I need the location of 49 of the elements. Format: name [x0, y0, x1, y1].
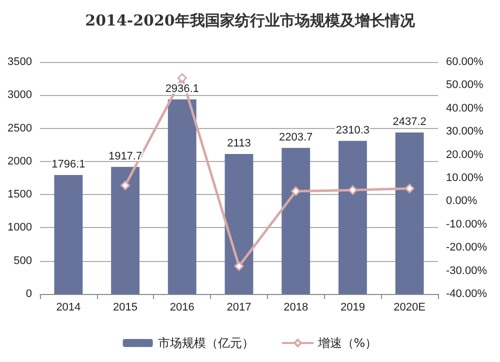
- point: [348, 185, 358, 195]
- x-tick-label: 2016: [170, 302, 194, 314]
- bar: [338, 140, 367, 294]
- point: [120, 180, 130, 190]
- x-tick-label: 2019: [340, 302, 365, 314]
- point: [291, 186, 301, 196]
- data-label: 2437.2: [392, 116, 426, 128]
- data-label: 2113: [227, 137, 251, 150]
- y2-tick-label: 60.00%: [446, 56, 484, 68]
- data-label: 1917.7: [108, 150, 142, 162]
- data-label: 1796.1: [52, 158, 86, 170]
- y-tick-label: 1000: [8, 222, 32, 234]
- y2-tick-label: 20.00%: [446, 148, 484, 161]
- x-tick-label: 2015: [113, 302, 138, 314]
- legend-label: 增速（%）: [316, 336, 378, 350]
- y2-tick-label: 0.00%: [446, 195, 478, 208]
- y-tick-label: 500: [14, 254, 32, 267]
- point: [234, 261, 244, 271]
- bar: [111, 166, 140, 294]
- y-tick-label: 2000: [8, 155, 32, 168]
- data-label: 2936.1: [165, 82, 199, 95]
- y2-tick-label: -40.00%: [446, 288, 488, 300]
- legend-label: 市场规模（亿元）: [158, 336, 254, 350]
- bar: [395, 132, 424, 294]
- bar: [168, 99, 196, 294]
- x-tick-label: 2018: [284, 302, 308, 314]
- x-tick-label: 2014: [56, 302, 81, 314]
- x-tick-label: 2020E: [394, 302, 426, 314]
- data-label: 2310.3: [336, 124, 370, 136]
- y2-tick-label: -10.00%: [446, 218, 488, 230]
- bar: [282, 148, 310, 294]
- y2-tick-label: 50.00%: [446, 79, 484, 92]
- y-tick-label: 3500: [8, 56, 32, 68]
- y2-tick-label: -20.00%: [446, 242, 488, 254]
- bar: [54, 174, 83, 294]
- point: [404, 184, 414, 194]
- bar: [224, 154, 254, 294]
- data-label: 2203.7: [279, 131, 313, 144]
- chart-title: 2014-2020年我国家纺行业市场规模及增长情况: [85, 12, 416, 30]
- y2-tick-label: -30.00%: [446, 264, 488, 277]
- y2-tick-label: 10.00%: [446, 172, 484, 184]
- y-tick-label: 0: [26, 288, 32, 300]
- point: [177, 73, 187, 83]
- x-tick-label: 2017: [226, 302, 252, 314]
- y2-tick-label: 40.00%: [446, 102, 484, 114]
- y-tick-label: 3000: [8, 89, 32, 102]
- y-tick-label: 1500: [8, 188, 32, 201]
- y2-tick-label: 30.00%: [446, 126, 484, 138]
- y-tick-label: 2500: [8, 122, 32, 134]
